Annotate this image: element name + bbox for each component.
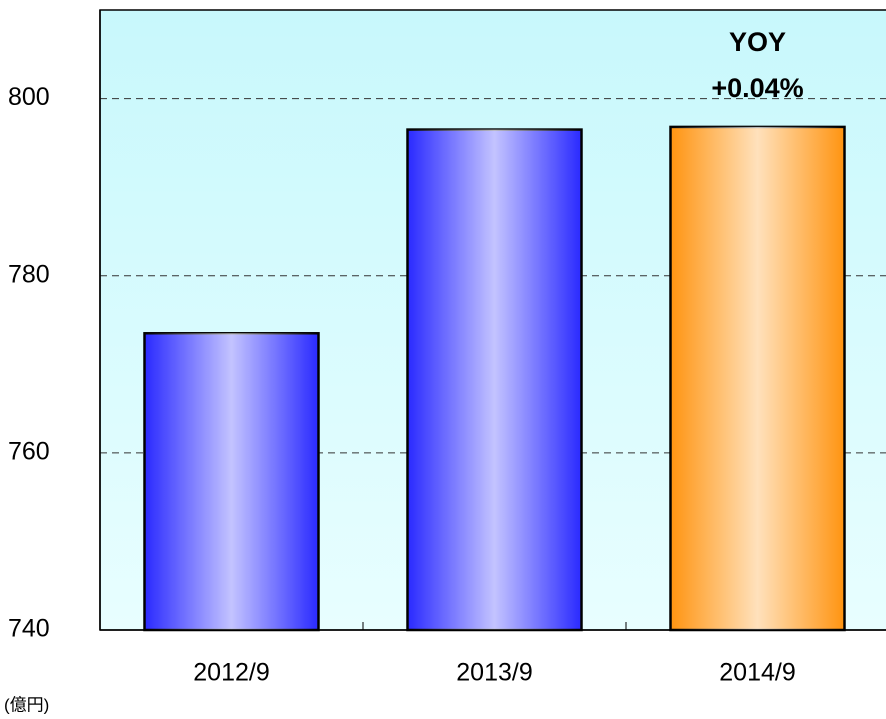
unit-label: (億円) — [4, 695, 49, 714]
x-tick-label: 2013/9 — [456, 659, 532, 687]
y-tick-label: 780 — [8, 260, 50, 288]
y-tick-label: 760 — [8, 437, 50, 465]
y-tick-label: 800 — [8, 83, 50, 111]
annotation: YOY — [729, 27, 786, 57]
bar — [406, 128, 583, 632]
bar — [669, 125, 846, 632]
bar — [143, 332, 320, 632]
y-tick-label: 740 — [8, 615, 50, 643]
x-tick-label: 2014/9 — [719, 659, 795, 687]
annotation: +0.04% — [711, 73, 803, 103]
x-tick-label: 2012/9 — [193, 659, 269, 687]
